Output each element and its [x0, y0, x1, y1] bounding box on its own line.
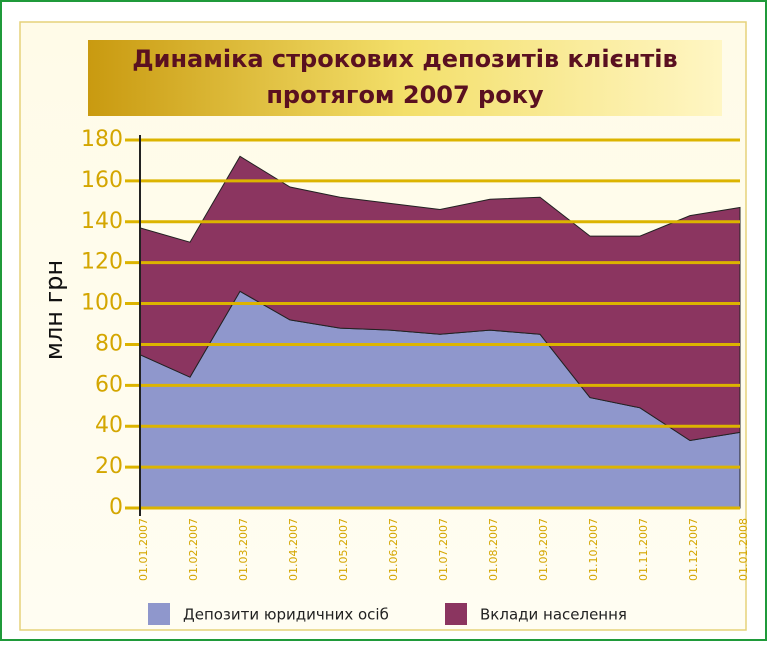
legend-swatch [445, 603, 467, 625]
x-tick-label: 01.06.2007 [387, 518, 400, 581]
x-tick-label: 01.01.2008 [737, 518, 750, 581]
x-tick-label: 01.07.2007 [437, 518, 450, 581]
x-tick-label: 01.02.2007 [187, 518, 200, 581]
title-line: протягом 2007 року [266, 81, 544, 109]
x-tick-label: 01.12.2007 [687, 518, 700, 581]
y-tick-label: 100 [81, 291, 123, 316]
x-tick-label: 01.10.2007 [587, 518, 600, 581]
x-tick-label: 01.05.2007 [337, 518, 350, 581]
y-tick-label: 180 [81, 127, 123, 152]
y-tick-label: 20 [95, 454, 123, 479]
legend-label: Вклади населення [480, 606, 627, 624]
chart-title: Динаміка строкових депозитів клієнтів про… [132, 45, 677, 109]
x-tick-label: 01.08.2007 [487, 518, 500, 581]
y-tick-label: 40 [95, 413, 123, 438]
x-tick-label: 01.11.2007 [637, 518, 650, 581]
x-tick-label: 01.03.2007 [237, 518, 250, 581]
x-tick-label: 01.09.2007 [537, 518, 550, 581]
y-tick-label: 80 [95, 331, 123, 356]
area [139, 155, 741, 442]
x-tick-label: 01.01.2007 [137, 518, 150, 581]
y-tick-label: 60 [95, 372, 123, 397]
y-axis-label: млн грн [40, 260, 68, 360]
title-box [88, 40, 722, 116]
legend-swatch [148, 603, 170, 625]
x-tick-label: 01.04.2007 [287, 518, 300, 581]
y-tick-label: 140 [81, 209, 123, 234]
legend-label: Депозити юридичних осіб [183, 606, 389, 624]
y-tick-label: 120 [81, 250, 123, 275]
y-tick-label: 160 [81, 168, 123, 193]
plot-area: 0 20 40 60 80 100 120 140 160 180 01.01.2007 01.02.… [81, 127, 750, 581]
y-tick-label: 0 [109, 495, 123, 520]
title-line: Динаміка строкових депозитів клієнтів [132, 45, 677, 73]
